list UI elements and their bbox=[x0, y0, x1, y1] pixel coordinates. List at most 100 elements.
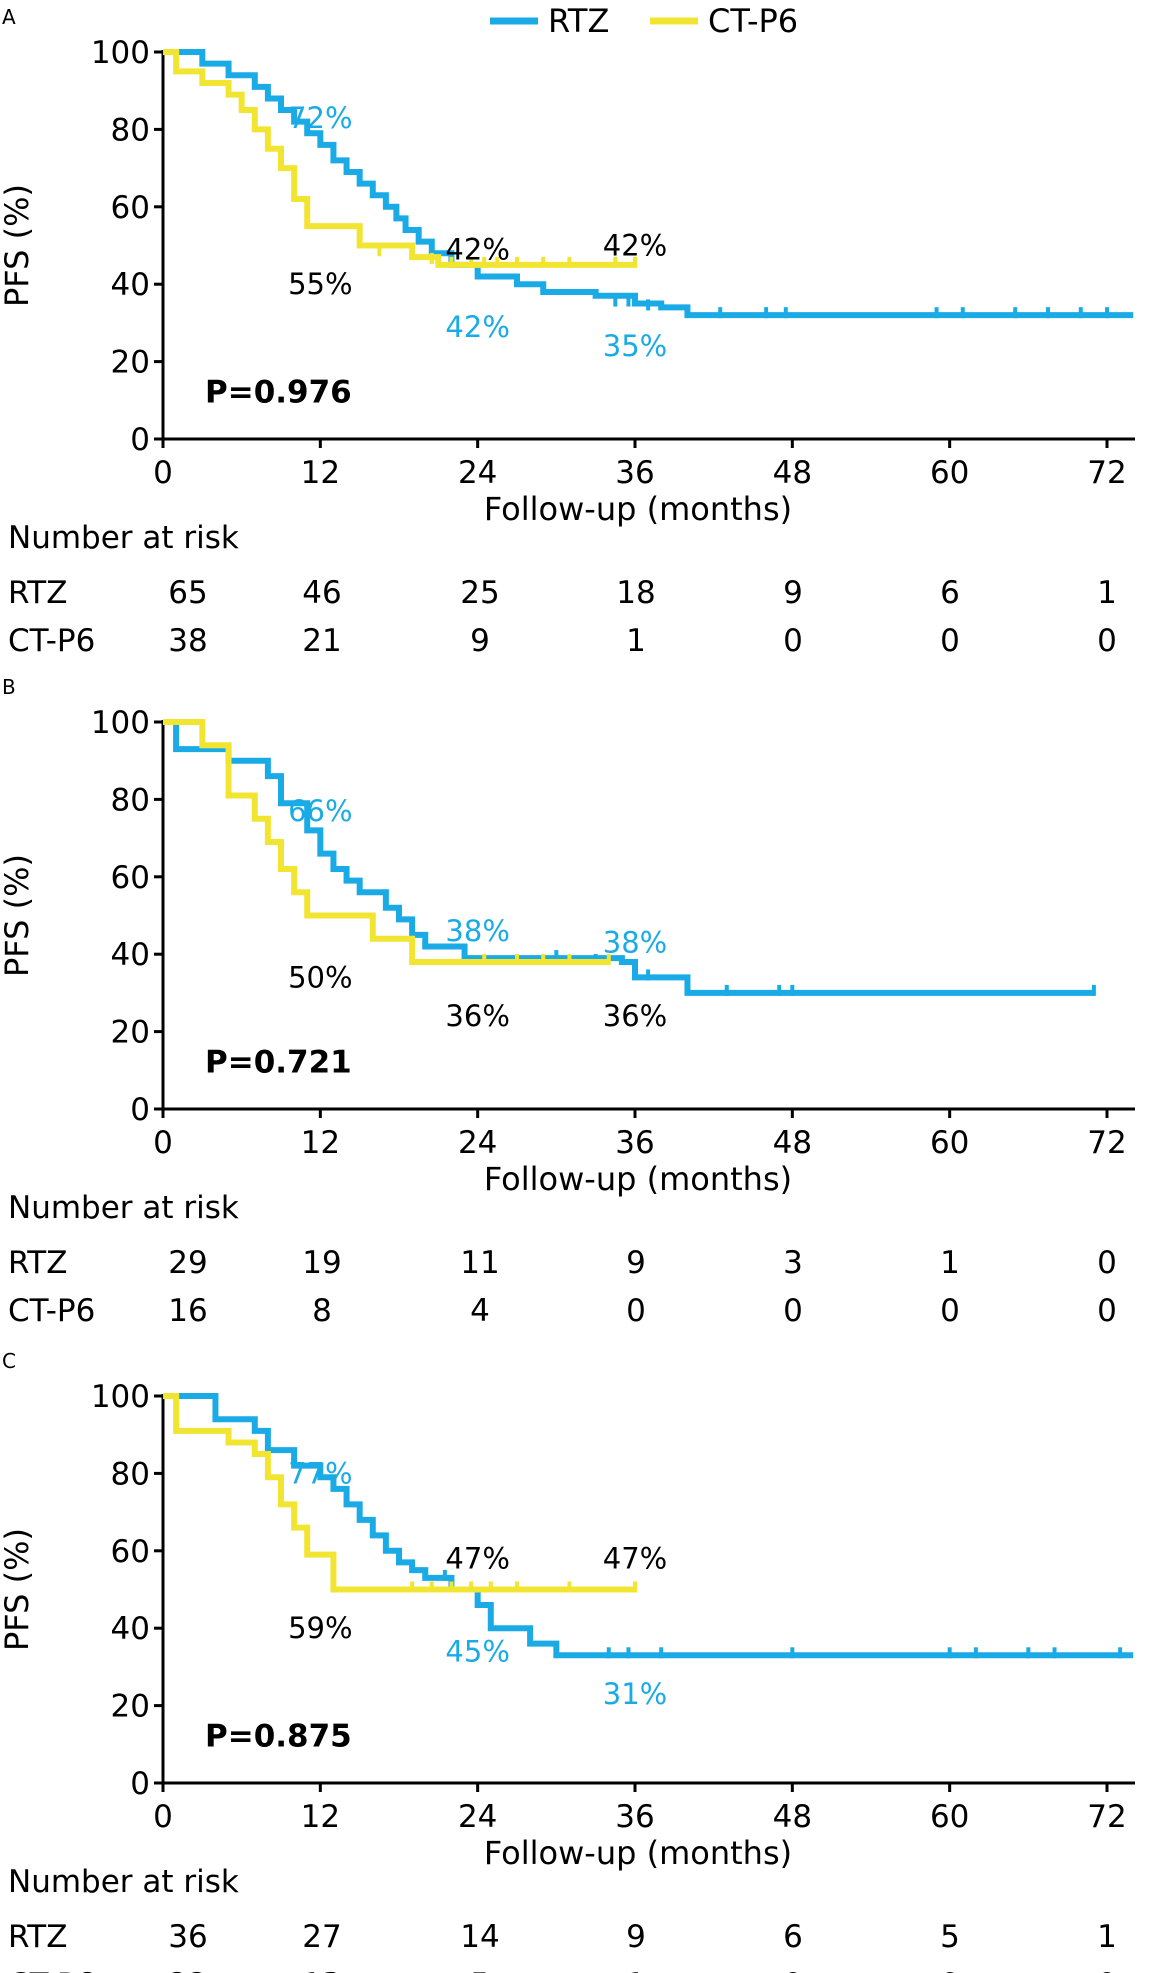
risk-value: 0 bbox=[940, 1967, 960, 1973]
y-tick-label: 80 bbox=[111, 1456, 150, 1492]
survival-annotation: 47% bbox=[445, 1542, 509, 1576]
p-value: P=0.976 bbox=[205, 375, 352, 411]
y-tick-label: 100 bbox=[91, 1379, 150, 1415]
risk-value: 46 bbox=[302, 575, 341, 611]
risk-value: 1 bbox=[940, 1245, 960, 1281]
x-tick-label: 60 bbox=[930, 455, 969, 491]
survival-annotation: 42% bbox=[445, 232, 509, 266]
risk-value: 9 bbox=[626, 1245, 646, 1281]
survival-annotation: 42% bbox=[445, 310, 509, 344]
risk-value: 9 bbox=[470, 623, 490, 659]
y-tick-label: 20 bbox=[111, 1689, 150, 1725]
y-tick-label: 60 bbox=[111, 860, 150, 896]
risk-value: 5 bbox=[940, 1919, 960, 1955]
risk-value: 0 bbox=[1097, 1293, 1117, 1329]
y-tick-label: 60 bbox=[111, 1534, 150, 1570]
x-tick-label: 60 bbox=[930, 1799, 969, 1835]
x-tick-label: 0 bbox=[153, 1799, 173, 1835]
risk-value: 21 bbox=[302, 623, 341, 659]
survival-annotation: 35% bbox=[603, 329, 667, 363]
y-axis-title: PFS (%) bbox=[0, 184, 36, 307]
risk-value: 1 bbox=[1097, 1919, 1117, 1955]
km-curve-rtz bbox=[163, 1393, 1134, 1659]
risk-value: 13 bbox=[302, 1967, 341, 1973]
risk-row-label: CT-P6 bbox=[8, 1967, 95, 1973]
survival-annotation: 72% bbox=[288, 101, 352, 135]
risk-value: 19 bbox=[302, 1245, 341, 1281]
survival-annotation: 38% bbox=[603, 926, 667, 960]
risk-row-label: CT-P6 bbox=[8, 623, 95, 659]
y-axis-title: PFS (%) bbox=[0, 854, 36, 977]
x-tick-label: 36 bbox=[615, 1125, 654, 1161]
panel-letter: A bbox=[2, 5, 16, 29]
risk-row-label: RTZ bbox=[8, 1245, 67, 1281]
risk-value: 9 bbox=[626, 1919, 646, 1955]
risk-value: 0 bbox=[1097, 1245, 1117, 1281]
survival-annotation: 31% bbox=[603, 1677, 667, 1711]
survival-annotation: 45% bbox=[445, 1634, 509, 1668]
x-tick-label: 72 bbox=[1087, 1799, 1126, 1835]
risk-value: 36 bbox=[168, 1919, 207, 1955]
risk-table-title: Number at risk bbox=[8, 1864, 239, 1900]
y-tick-label: 40 bbox=[111, 1611, 150, 1647]
legend: RTZ CT-P6 bbox=[490, 2, 798, 40]
risk-value: 16 bbox=[168, 1293, 207, 1329]
x-axis-title: Follow-up (months) bbox=[484, 1160, 792, 1198]
risk-value: 22 bbox=[168, 1967, 207, 1973]
y-tick-label: 40 bbox=[111, 937, 150, 973]
risk-value: 1 bbox=[626, 1967, 646, 1973]
km-curve-ct-p6 bbox=[163, 1393, 635, 1593]
x-tick-label: 48 bbox=[773, 1799, 812, 1835]
survival-annotation: 47% bbox=[603, 1542, 667, 1576]
panel-letter: C bbox=[2, 1349, 16, 1373]
risk-value: 29 bbox=[168, 1245, 207, 1281]
p-value: P=0.721 bbox=[205, 1045, 352, 1081]
x-tick-label: 12 bbox=[301, 1125, 340, 1161]
x-tick-label: 36 bbox=[615, 1799, 654, 1835]
y-tick-label: 100 bbox=[91, 705, 150, 741]
y-tick-label: 0 bbox=[130, 422, 150, 458]
risk-value: 6 bbox=[783, 1919, 803, 1955]
risk-value: 65 bbox=[168, 575, 207, 611]
risk-value: 0 bbox=[783, 623, 803, 659]
km-curve-rtz bbox=[163, 49, 1134, 319]
survival-annotation: 77% bbox=[288, 1456, 352, 1490]
km-curve-ct-p6 bbox=[163, 49, 635, 268]
x-tick-label: 0 bbox=[153, 1125, 173, 1161]
x-tick-label: 12 bbox=[301, 455, 340, 491]
risk-row-label: RTZ bbox=[8, 1919, 67, 1955]
risk-value: 11 bbox=[460, 1245, 499, 1281]
km-curve-rtz bbox=[163, 719, 1094, 996]
y-tick-label: 80 bbox=[111, 782, 150, 818]
risk-row-label: CT-P6 bbox=[8, 1293, 95, 1329]
risk-value: 0 bbox=[783, 1967, 803, 1973]
risk-value: 18 bbox=[616, 575, 655, 611]
survival-annotation: 36% bbox=[445, 999, 509, 1033]
risk-value: 0 bbox=[783, 1293, 803, 1329]
y-tick-label: 20 bbox=[111, 345, 150, 381]
survival-annotation: 66% bbox=[288, 794, 352, 828]
survival-annotation: 38% bbox=[445, 914, 509, 948]
risk-value: 0 bbox=[626, 1293, 646, 1329]
x-tick-label: 0 bbox=[153, 455, 173, 491]
p-value: P=0.875 bbox=[205, 1719, 352, 1755]
survival-annotation: 59% bbox=[288, 1611, 352, 1645]
x-tick-label: 12 bbox=[301, 1799, 340, 1835]
y-tick-label: 0 bbox=[130, 1092, 150, 1128]
risk-value: 38 bbox=[168, 623, 207, 659]
risk-value: 27 bbox=[302, 1919, 341, 1955]
risk-value: 0 bbox=[940, 623, 960, 659]
risk-value: 3 bbox=[783, 1245, 803, 1281]
x-axis-title: Follow-up (months) bbox=[484, 490, 792, 528]
risk-value: 25 bbox=[460, 575, 499, 611]
y-tick-label: 20 bbox=[111, 1015, 150, 1051]
y-tick-label: 60 bbox=[111, 190, 150, 226]
risk-value: 0 bbox=[1097, 1967, 1117, 1973]
risk-value: 0 bbox=[940, 1293, 960, 1329]
x-tick-label: 72 bbox=[1087, 1125, 1126, 1161]
survival-annotation: 55% bbox=[288, 267, 352, 301]
